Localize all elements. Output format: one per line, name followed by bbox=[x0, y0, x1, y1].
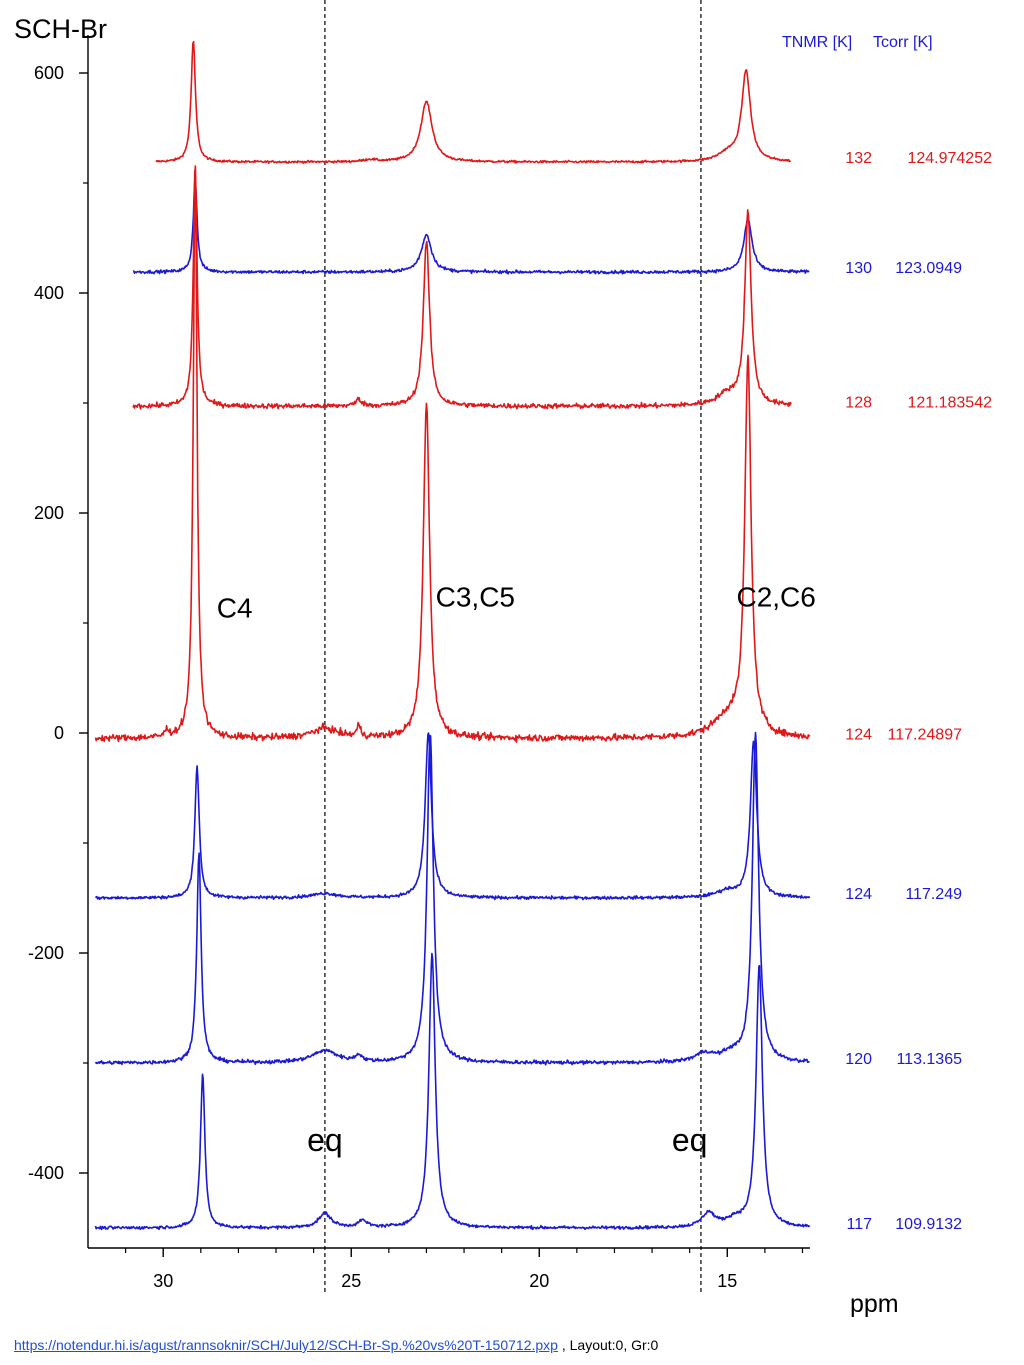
y-tick-label-4: -200 bbox=[28, 943, 64, 963]
x-tick-label-2: 20 bbox=[529, 1271, 549, 1291]
eq-label-1: eq bbox=[672, 1122, 708, 1158]
spectrum-line-7 bbox=[94, 952, 811, 1231]
legend-tcorr-6: 113.1365 bbox=[896, 1051, 962, 1068]
legend-tcorr-2: 123.0949 bbox=[895, 260, 962, 277]
spectrum-line-1 bbox=[155, 40, 792, 164]
legend-header-tcorr: Tcorr [K] bbox=[873, 34, 933, 51]
legend: TNMR [K] Tcorr [K] 132 124.974252 130 123.094… bbox=[782, 34, 992, 1233]
legend-header-tnmr: TNMR [K] bbox=[782, 34, 852, 51]
spectrum-line-2 bbox=[132, 180, 810, 275]
y-tick-label-0: 600 bbox=[34, 63, 64, 83]
spectrum-line-3 bbox=[132, 165, 792, 410]
legend-tnmr-2: 130 bbox=[845, 260, 872, 277]
legend-tnmr-3: 128 bbox=[845, 394, 872, 411]
legend-tcorr-1: 124.974252 bbox=[907, 150, 992, 167]
layout-info: , Layout:0, Gr:0 bbox=[557, 1337, 659, 1353]
y-tick-label-3: 0 bbox=[54, 723, 64, 743]
chart-title: SCH-Br bbox=[14, 14, 107, 44]
x-tick-label-0: 30 bbox=[153, 1271, 173, 1291]
legend-tcorr-4: 117.24897 bbox=[888, 727, 963, 744]
legend-tcorr-3: 121.183542 bbox=[907, 394, 992, 411]
legend-tnmr-4: 124 bbox=[845, 727, 872, 744]
peak-label-2: C2,C6 bbox=[736, 582, 815, 613]
spectra-series bbox=[94, 40, 811, 1231]
footer: https://notendur.hi.is/agust/rannsoknir/… bbox=[14, 1337, 658, 1353]
spectrum-line-4 bbox=[94, 169, 811, 743]
y-tick-label-2: 200 bbox=[34, 503, 64, 523]
x-tick-label-3: 15 bbox=[717, 1271, 737, 1291]
legend-tnmr-1: 132 bbox=[845, 150, 872, 167]
legend-tnmr-5: 124 bbox=[845, 886, 872, 903]
legend-tcorr-7: 109.9132 bbox=[895, 1216, 962, 1233]
y-tick-label-5: -400 bbox=[28, 1163, 64, 1183]
x-tick-label-1: 25 bbox=[341, 1271, 361, 1291]
eq-label-0: eq bbox=[307, 1122, 343, 1158]
spectrum-line-5 bbox=[94, 732, 811, 901]
peak-label-1: C3,C5 bbox=[436, 582, 515, 613]
legend-tnmr-6: 120 bbox=[845, 1051, 872, 1068]
legend-tnmr-7: 117 bbox=[846, 1216, 872, 1233]
y-tick-label-1: 400 bbox=[34, 283, 64, 303]
x-axis-label: ppm bbox=[850, 1290, 899, 1318]
annotations: C4 C3,C5 C2,C6 eq eq bbox=[217, 582, 816, 1159]
source-link[interactable]: https://notendur.hi.is/agust/rannsoknir/… bbox=[14, 1337, 558, 1353]
legend-tcorr-5: 117.249 bbox=[905, 886, 962, 903]
peak-label-0: C4 bbox=[217, 593, 253, 624]
axes: 600 400 200 0 -200 -400 30 25 20 15 bbox=[28, 35, 810, 1291]
spectrum-line-6 bbox=[94, 731, 810, 1066]
reference-lines bbox=[324, 0, 702, 1295]
